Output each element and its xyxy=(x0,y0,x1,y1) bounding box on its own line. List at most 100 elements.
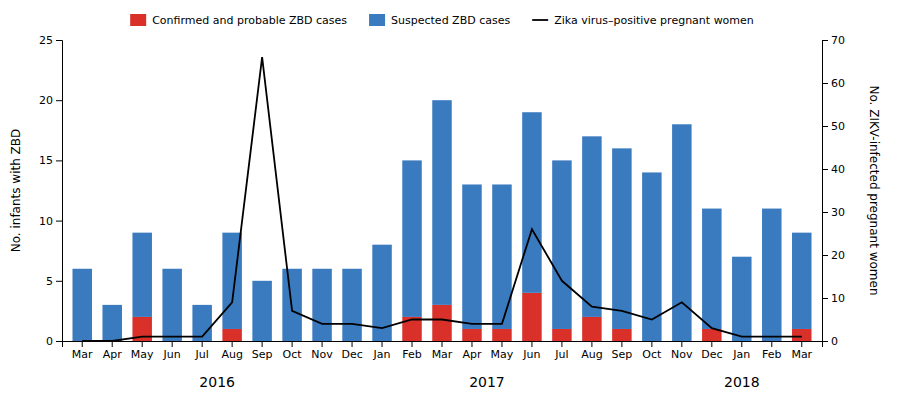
tick: May xyxy=(131,341,154,361)
tick: Sep xyxy=(252,341,273,361)
tick: Feb xyxy=(762,341,781,361)
tick-mark xyxy=(202,341,203,347)
tick: Apr xyxy=(103,341,123,361)
line xyxy=(82,57,802,341)
tick: Mar xyxy=(72,341,93,361)
bar xyxy=(792,233,811,329)
tick: 20 xyxy=(822,249,845,262)
tick-mark xyxy=(56,221,62,222)
tick-label: 40 xyxy=(831,163,845,176)
annotation: 2016 xyxy=(199,374,235,390)
bar xyxy=(582,317,601,341)
tick-label: Mar xyxy=(791,348,812,361)
tick-mark xyxy=(711,341,712,347)
tick-label: 10 xyxy=(831,292,845,305)
tick: 10 xyxy=(822,292,845,305)
legend-swatch xyxy=(369,14,385,26)
tick-label: Dec xyxy=(341,348,362,361)
tick: 60 xyxy=(822,77,845,90)
tick: 5 xyxy=(46,275,62,288)
bar xyxy=(492,184,511,328)
tick: 0 xyxy=(822,335,838,348)
bar xyxy=(252,281,271,341)
tick-label: May xyxy=(131,348,154,361)
y2-axis: 0 10 20 30 40 50 60 70 xyxy=(822,34,845,348)
legend-item: Suspected ZBD cases xyxy=(369,14,510,27)
tick: Nov xyxy=(311,341,333,361)
bar xyxy=(462,184,481,328)
bar xyxy=(402,160,421,317)
tick-mark xyxy=(262,341,263,347)
legend-label: Confirmed and probable ZBD cases xyxy=(152,14,347,27)
tick-mark xyxy=(801,341,802,347)
tick-label: Feb xyxy=(762,348,781,361)
tick-mark xyxy=(232,341,233,347)
annotation: 2018 xyxy=(724,374,760,390)
tick-mark xyxy=(56,160,62,161)
tick: Aug xyxy=(221,341,242,361)
tick: 50 xyxy=(822,120,845,133)
tick: Apr xyxy=(462,341,482,361)
tick: Mar xyxy=(791,341,812,361)
tick: 20 xyxy=(39,94,62,107)
legend-item: Zika virus–positive pregnant women xyxy=(532,14,754,27)
tick-mark xyxy=(822,298,828,299)
tick-mark xyxy=(382,341,383,347)
tick-mark xyxy=(112,341,113,347)
tick: 25 xyxy=(39,34,62,47)
bar-series xyxy=(72,100,811,341)
bar xyxy=(702,209,721,329)
tick-mark xyxy=(591,341,592,347)
tick-mark xyxy=(442,341,443,347)
bar xyxy=(552,160,571,329)
tick-label: Nov xyxy=(671,348,693,361)
legend-swatch xyxy=(130,14,146,26)
tick: Jan xyxy=(373,341,391,361)
tick-mark xyxy=(681,341,682,347)
tick: 40 xyxy=(822,163,845,176)
plot: MarAprMayJunJulAugSepOctNovDecJanFebMarA… xyxy=(9,34,881,390)
tick: 30 xyxy=(822,206,845,219)
axis-line xyxy=(63,342,823,348)
tick-mark xyxy=(822,126,828,127)
tick-mark xyxy=(822,83,828,84)
tick-label: Jan xyxy=(732,348,750,361)
bar xyxy=(342,269,361,341)
chart: MarAprMayJunJulAugSepOctNovDecJanFebMarA… xyxy=(0,0,900,413)
tick-label: 60 xyxy=(831,77,845,90)
y2-axis-title: No. ZIKV-infected pregnant women xyxy=(867,85,881,295)
axis-line xyxy=(823,41,829,342)
bar xyxy=(102,305,121,341)
bar xyxy=(132,233,151,317)
tick-mark xyxy=(322,341,323,347)
tick-label: 5 xyxy=(46,275,53,288)
tick-label: Nov xyxy=(311,348,333,361)
tick-mark xyxy=(82,341,83,347)
bar xyxy=(462,329,481,341)
y-axis: 0510152025 xyxy=(39,34,63,348)
tick-label: 70 xyxy=(831,34,845,47)
tick-label: Jan xyxy=(373,348,391,361)
tick-mark xyxy=(651,341,652,347)
tick-label: Dec xyxy=(701,348,722,361)
tick-label: 25 xyxy=(39,34,53,47)
tick-label: Apr xyxy=(462,348,482,361)
bar xyxy=(732,257,751,341)
tick: Dec xyxy=(341,341,362,361)
tick: Jun xyxy=(163,341,181,361)
tick: Jan xyxy=(732,341,750,361)
tick-label: 10 xyxy=(39,215,53,228)
marks xyxy=(72,57,811,341)
tick-mark xyxy=(172,341,173,347)
tick-mark xyxy=(412,341,413,347)
bar xyxy=(432,305,451,341)
tick-mark xyxy=(741,341,742,347)
tick: Jul xyxy=(195,341,209,361)
tick-label: Jul xyxy=(554,348,568,361)
tick-label: 0 xyxy=(46,335,53,348)
bar xyxy=(492,329,511,341)
bar xyxy=(582,136,601,317)
tick: Jul xyxy=(554,341,568,361)
bar xyxy=(612,148,631,329)
legend-item: Confirmed and probable ZBD cases xyxy=(130,14,347,27)
